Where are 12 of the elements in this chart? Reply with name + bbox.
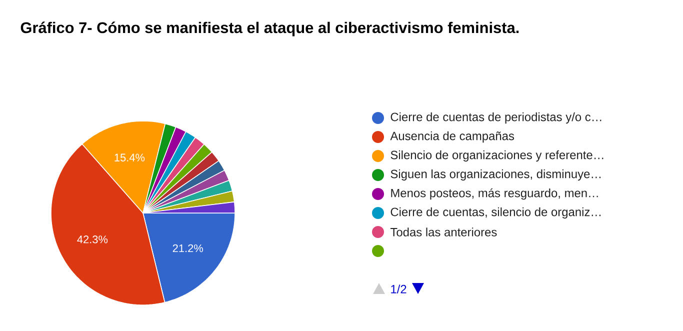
legend-label: Silencio de organizaciones y referente… [390,150,604,162]
legend-label: Cierre de cuentas de periodistas y/o c… [390,112,602,124]
legend-label: Menos posteos, más resguardo, men… [391,188,598,200]
legend-label: Ausencia de campañas [390,131,514,143]
legend-label: Todas las anteriores [390,228,497,236]
legend-label: Cierre de cuentas, silencio de organiz… [390,207,601,219]
data-label: 15.4% [114,154,145,162]
text: 1/2 [391,284,406,294]
data-label: 42.3% [77,236,108,244]
legend-label: Siguen las organizaciones, disminuye… [390,169,601,181]
data-label: 21.2% [172,244,203,252]
chart-title: Gráfico 7- Cómo se manifiesta el ataque al ciberactivismo feminista. [20,22,519,36]
